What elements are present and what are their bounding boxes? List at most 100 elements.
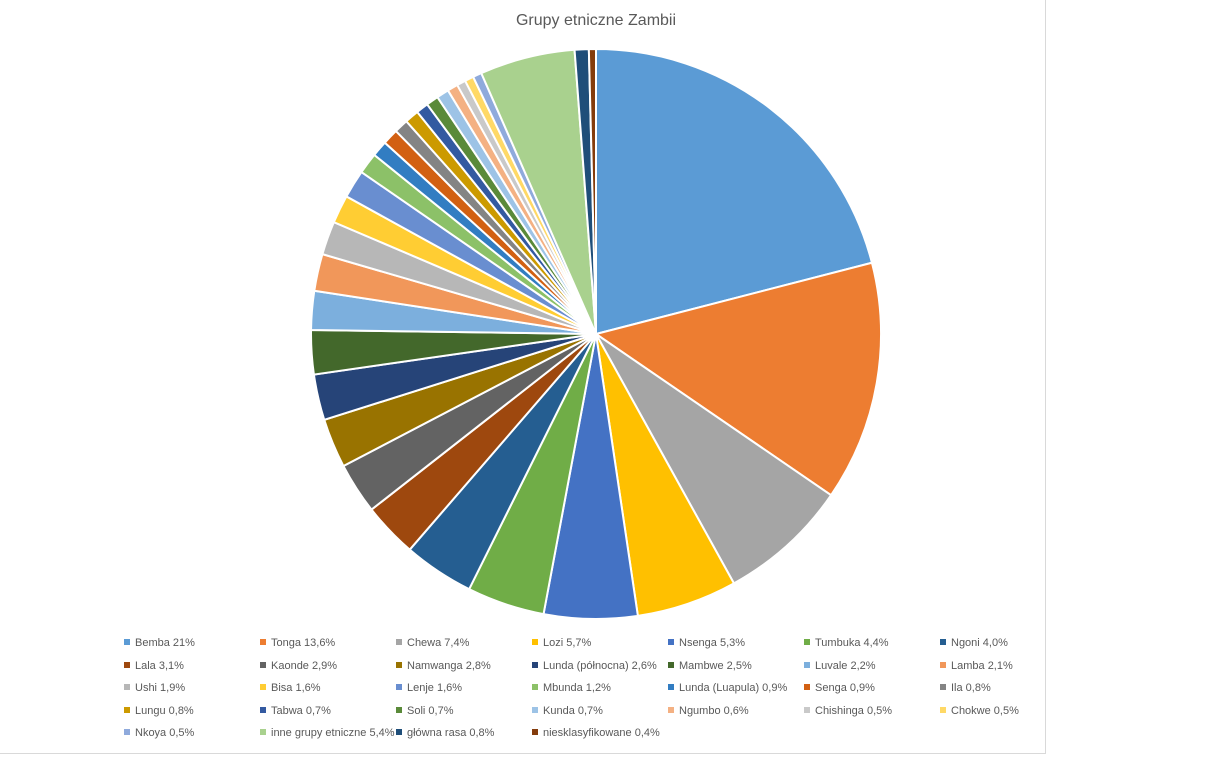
legend-swatch (532, 639, 538, 645)
legend-label: Bemba 21% (135, 637, 195, 649)
legend-swatch (260, 661, 266, 668)
legend-item-22: Tabwa 0,7% (260, 704, 331, 718)
legend-item-0: Bemba 21% (124, 636, 195, 650)
legend-item-30: główna rasa 0,8% (396, 726, 494, 740)
legend-swatch (668, 661, 674, 668)
pie-slice-0 (595, 47, 874, 336)
legend-swatch (124, 729, 130, 736)
legend-label: Ushi 1,9% (135, 682, 186, 695)
legend-label: Tabwa 0,7% (271, 704, 331, 717)
legend-label: Ngoni 4,0% (951, 637, 1008, 649)
chart-title: Grupy etniczne Zambii (515, 12, 677, 29)
legend-swatch (668, 706, 674, 713)
pie-chart (310, 47, 882, 620)
legend-item-16: Lenje 1,6% (396, 681, 462, 695)
legend-item-28: Nkoya 0,5% (124, 726, 194, 740)
legend-swatch (124, 639, 130, 645)
legend-label: główna rasa 0,8% (407, 727, 495, 740)
legend-item-21: Lungu 0,8% (124, 704, 194, 718)
legend-item-31: niesklasyfikowane 0,4% (532, 726, 660, 740)
legend-item-6: Ngoni 4,0% (940, 636, 1008, 650)
legend-label: Senga 0,9% (815, 682, 875, 695)
legend-swatch (804, 706, 810, 713)
legend-label: Tumbuka 4,4% (815, 637, 889, 649)
legend-item-14: Ushi 1,9% (124, 681, 185, 695)
legend-item-25: Ngumbo 0,6% (668, 704, 749, 718)
legend-item-2: Chewa 7,4% (396, 636, 469, 650)
legend-label: Nkoya 0,5% (135, 727, 195, 740)
legend-item-24: Kunda 0,7% (532, 704, 603, 718)
legend-item-1: Tonga 13,6% (260, 636, 335, 650)
legend-item-10: Lunda (północna) 2,6% (532, 659, 657, 673)
legend-swatch (804, 661, 810, 668)
legend-label: Kaonde 2,9% (271, 659, 338, 672)
legend-label: Tonga 13,6% (271, 637, 336, 649)
legend-item-26: Chishinga 0,5% (804, 704, 892, 718)
legend-swatch (260, 639, 266, 645)
legend-label: Lunda (północna) 2,6% (543, 659, 657, 672)
legend-item-5: Tumbuka 4,4% (804, 636, 889, 650)
legend-label: Luvale 2,2% (815, 659, 876, 672)
legend-label: Chishinga 0,5% (815, 704, 893, 717)
legend-item-3: Lozi 5,7% (532, 636, 591, 650)
pie-slice-31 (587, 47, 597, 335)
legend-item-13: Lamba 2,1% (940, 659, 1013, 673)
legend-item-11: Mambwe 2,5% (668, 659, 752, 673)
legend-label: Lunda (Luapula) 0,9% (679, 682, 788, 695)
legend-item-19: Senga 0,9% (804, 681, 875, 695)
legend-label: Chokwe 0,5% (951, 704, 1019, 717)
legend-swatch (804, 639, 810, 645)
legend-label: Mbunda 1,2% (543, 682, 611, 695)
legend-item-20: Ila 0,8% (940, 681, 991, 695)
legend-swatch (940, 684, 946, 691)
legend-item-7: Lala 3,1% (124, 659, 184, 673)
legend-item-15: Bisa 1,6% (260, 681, 321, 695)
legend-label: Lozi 5,7% (543, 637, 592, 649)
legend-swatch (940, 706, 946, 713)
legend-swatch (124, 706, 130, 713)
legend-item-18: Lunda (Luapula) 0,9% (668, 681, 787, 695)
legend-label: Lenje 1,6% (407, 682, 463, 695)
legend-item-23: Soli 0,7% (396, 704, 453, 718)
legend-item-9: Namwanga 2,8% (396, 659, 491, 673)
legend-label: Soli 0,7% (407, 704, 454, 717)
legend-label: Ila 0,8% (951, 682, 991, 695)
legend-swatch (804, 684, 810, 691)
legend-swatch (532, 706, 538, 713)
legend-label: Nsenga 5,3% (679, 637, 746, 649)
legend-swatch (396, 639, 402, 645)
legend-swatch (260, 729, 266, 736)
legend-label: Lala 3,1% (135, 659, 184, 672)
legend-swatch (124, 684, 130, 691)
legend-item-12: Luvale 2,2% (804, 659, 876, 673)
legend-swatch (396, 729, 402, 736)
legend-swatch (396, 684, 402, 691)
legend-swatch (532, 684, 538, 691)
legend-item-29: inne grupy etniczne 5,4% (260, 726, 395, 740)
pie-slice-1 (593, 261, 882, 497)
legend-label: Bisa 1,6% (271, 682, 321, 695)
legend-item-8: Kaonde 2,9% (260, 659, 337, 673)
legend-item-17: Mbunda 1,2% (532, 681, 611, 695)
legend-label: Lamba 2,1% (951, 659, 1013, 672)
legend-label: Chewa 7,4% (407, 637, 470, 649)
legend-label: Lungu 0,8% (135, 704, 194, 717)
legend-item-4: Nsenga 5,3% (668, 636, 745, 650)
pie-slice-2 (595, 333, 833, 585)
legend-label: Kunda 0,7% (543, 704, 603, 717)
legend-swatch (260, 684, 266, 691)
legend-label: Mambwe 2,5% (679, 659, 752, 672)
chart-area: Grupy etniczne Zambii Bemba 21% Tonga 13,… (0, 0, 1046, 754)
legend-label: Ngumbo 0,6% (679, 704, 749, 717)
legend-swatch (124, 661, 130, 668)
legend-swatch (940, 639, 946, 645)
legend-swatch (260, 706, 266, 713)
legend-swatch (396, 706, 402, 713)
legend-swatch (532, 729, 538, 736)
legend-label: inne grupy etniczne 5,4% (271, 727, 395, 740)
legend-item-27: Chokwe 0,5% (940, 704, 1019, 718)
legend-swatch (668, 639, 674, 645)
legend-swatch (940, 661, 946, 668)
legend-swatch (668, 684, 674, 691)
legend-label: niesklasyfikowane 0,4% (543, 727, 660, 740)
